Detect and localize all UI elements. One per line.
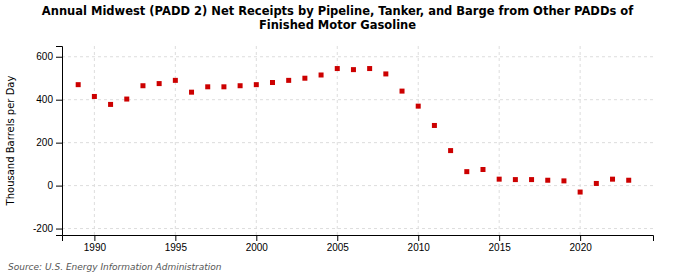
tick: -200	[33, 223, 62, 234]
y-axis: -200 0 200 400 600	[33, 47, 63, 236]
chart: 1990 1995 2000 2005 2010 2015 2020 -200 0 200 400 6…	[0, 0, 675, 275]
x-axis: 1990 1995 2000 2005 2010 2015 2020	[63, 235, 654, 253]
point	[416, 104, 421, 109]
y-axis-label: Thousand Barrels per Day	[5, 76, 16, 207]
tick: 2000	[246, 235, 269, 253]
tick: 1995	[165, 235, 188, 253]
point	[254, 82, 259, 87]
grid-line	[62, 99, 653, 100]
tick-label: 0	[47, 180, 53, 191]
grid-line	[62, 56, 653, 57]
point	[513, 177, 518, 182]
point	[124, 97, 129, 102]
point	[108, 102, 113, 107]
point	[286, 78, 291, 83]
grid-line	[256, 46, 257, 235]
tick: 2015	[489, 235, 512, 253]
point	[351, 67, 356, 72]
point	[529, 177, 534, 182]
plot-area: 1990 1995 2000 2005 2010 2015 2020 -200 0 200 400 6…	[33, 46, 654, 253]
tick-label: 2020	[570, 242, 593, 253]
point	[367, 66, 372, 71]
grid-line	[418, 46, 419, 235]
tick-label: 2015	[489, 242, 512, 253]
point	[594, 181, 599, 186]
tick-label: 1990	[84, 242, 107, 253]
point	[545, 178, 550, 183]
axis-line	[63, 236, 654, 242]
point	[238, 83, 243, 88]
grid-line	[580, 46, 581, 235]
point	[140, 83, 145, 88]
point	[480, 167, 485, 172]
point	[302, 76, 307, 81]
tick: 200	[36, 137, 62, 148]
tick-mark	[56, 143, 62, 144]
tick-label: 200	[36, 137, 53, 148]
point	[432, 123, 437, 128]
grid-line	[94, 46, 95, 235]
tick-mark	[56, 229, 62, 230]
tick-label: 600	[36, 51, 53, 62]
tick-mark	[499, 235, 500, 241]
grid-line	[337, 46, 338, 235]
point	[497, 177, 502, 182]
tick: 2020	[570, 235, 593, 253]
tick-mark	[94, 235, 95, 241]
point	[221, 84, 226, 89]
point	[157, 81, 162, 86]
tick-label: 2010	[408, 242, 431, 253]
tick: 2010	[408, 235, 431, 253]
axis-line	[56, 47, 63, 236]
tick-mark	[56, 100, 62, 101]
point	[448, 148, 453, 153]
point	[270, 80, 275, 85]
point	[319, 72, 324, 77]
grid-line	[62, 185, 653, 186]
tick-mark	[56, 57, 62, 58]
tick-label: -200	[33, 223, 53, 234]
grid-line	[499, 46, 500, 235]
tick-mark	[580, 235, 581, 241]
point	[464, 169, 469, 174]
tick-mark	[418, 235, 419, 241]
tick-label: 2005	[327, 242, 350, 253]
tick-mark	[337, 235, 338, 241]
point	[383, 71, 388, 76]
tick-mark	[256, 235, 257, 241]
tick-label: 400	[36, 94, 53, 105]
point	[335, 66, 340, 71]
point	[76, 82, 81, 87]
grid-line	[62, 142, 653, 143]
grid	[62, 46, 653, 235]
grid-line	[175, 46, 176, 235]
point	[610, 177, 615, 182]
tick-label: 1995	[165, 242, 188, 253]
tick-mark	[56, 186, 62, 187]
tick: 2005	[327, 235, 350, 253]
tick: 0	[47, 180, 62, 191]
points	[76, 66, 632, 194]
point	[189, 90, 194, 95]
grid-line	[62, 228, 653, 229]
point	[173, 78, 178, 83]
title: Annual Midwest (PADD 2) Net Receipts by …	[42, 4, 634, 32]
point	[400, 89, 405, 94]
tick-mark	[175, 235, 176, 241]
tick-label: 2000	[246, 242, 269, 253]
source: Source: U.S. Energy Information Administ…	[8, 262, 222, 272]
point	[561, 178, 566, 183]
tick: 1990	[84, 235, 107, 253]
tick: 400	[36, 94, 62, 105]
point	[578, 190, 583, 195]
tick: 600	[36, 51, 62, 62]
point	[205, 84, 210, 89]
point	[92, 94, 97, 99]
point	[626, 178, 631, 183]
